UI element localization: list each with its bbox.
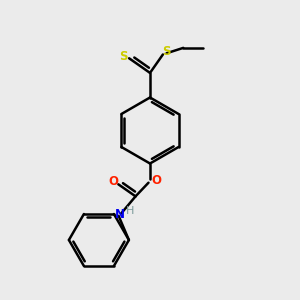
Text: H: H: [126, 206, 134, 216]
Text: O: O: [108, 175, 118, 188]
Text: S: S: [162, 45, 170, 58]
Text: N: N: [115, 208, 124, 221]
Text: O: O: [151, 173, 161, 187]
Text: S: S: [119, 50, 128, 63]
